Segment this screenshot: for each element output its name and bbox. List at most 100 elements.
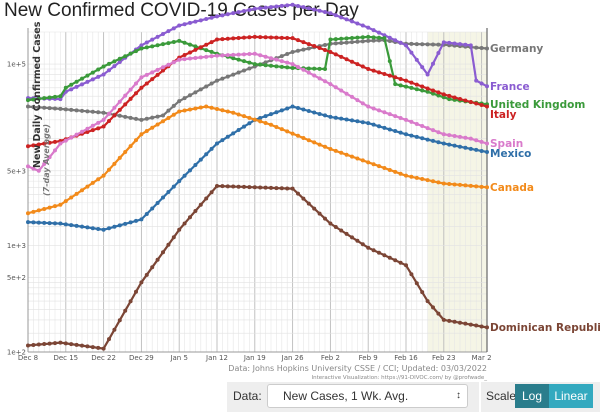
data-point-united-kingdom <box>150 44 155 49</box>
x-tick-label: Feb 16 <box>394 354 418 362</box>
data-point-canada <box>58 202 63 207</box>
data-point-spain <box>414 121 419 126</box>
data-point-germany <box>47 106 52 111</box>
data-point-france <box>398 40 403 45</box>
data-point-france <box>425 72 430 77</box>
data-point-germany <box>355 39 360 44</box>
data-point-united-kingdom <box>344 36 349 41</box>
data-point-united-kingdom <box>26 98 30 103</box>
data-point-mexico <box>177 179 182 184</box>
data-point-mexico <box>382 125 387 130</box>
data-point-italy <box>447 93 452 98</box>
data-point-canada <box>485 185 489 190</box>
data-point-spain <box>468 136 473 141</box>
data-point-canada <box>387 167 392 172</box>
data-point-canada <box>252 117 257 122</box>
data-point-spain <box>301 67 306 72</box>
series-line-dominican-republic <box>27 184 488 350</box>
data-point-germany <box>134 116 138 121</box>
data-point-germany <box>85 109 90 114</box>
data-point-france <box>441 40 446 45</box>
data-point-canada <box>274 124 279 129</box>
data-point-spain <box>263 54 268 59</box>
data-point-spain <box>441 132 446 137</box>
data-point-italy <box>150 77 155 82</box>
log-scale-button[interactable]: Log <box>515 384 549 408</box>
data-point-france <box>161 32 165 37</box>
data-point-mexico <box>247 121 252 126</box>
data-point-spain <box>112 105 117 110</box>
data-point-spain <box>134 81 138 86</box>
data-point-italy <box>463 98 468 103</box>
data-point-mexico <box>355 119 360 124</box>
data-point-italy <box>263 35 268 40</box>
y-tick-label: 1e+2 <box>7 349 26 357</box>
data-point-italy <box>485 104 489 109</box>
data-point-united-kingdom <box>182 40 187 45</box>
data-point-france <box>436 51 441 56</box>
data-point-italy <box>398 76 403 81</box>
data-point-france <box>420 65 425 70</box>
data-point-germany <box>204 84 209 89</box>
x-tick-label: Jan 5 <box>169 354 187 362</box>
recent-data-band <box>427 32 487 352</box>
data-point-italy <box>182 53 187 58</box>
credit-line-2: Interactive Visualization: https://91-DI… <box>311 375 487 381</box>
data-point-canada <box>344 152 349 157</box>
data-point-france <box>144 40 149 45</box>
series-label: United Kingdom <box>490 99 585 111</box>
data-point-germany <box>247 66 252 71</box>
data-point-italy <box>409 80 414 85</box>
data-point-spain <box>350 94 354 99</box>
data-point-germany <box>409 41 414 46</box>
data-point-mexico <box>42 220 47 225</box>
data-point-france <box>236 10 241 15</box>
data-point-france <box>177 23 182 28</box>
data-point-dominican-republic <box>274 186 279 191</box>
data-point-germany <box>209 81 214 86</box>
series-line-italy <box>27 35 488 148</box>
data-point-dominican-republic <box>85 344 90 349</box>
data-point-mexico <box>274 110 279 115</box>
data-point-germany <box>177 99 182 104</box>
data-point-spain <box>53 148 57 153</box>
data-point-spain <box>452 134 457 139</box>
data-point-mexico <box>139 217 144 222</box>
data-point-germany <box>420 42 425 47</box>
data-point-united-kingdom <box>171 39 176 44</box>
series-label: Canada <box>490 182 534 194</box>
data-point-germany <box>333 41 338 46</box>
data-point-canada <box>188 107 192 112</box>
data-point-italy <box>339 54 344 59</box>
data-point-canada <box>409 174 414 179</box>
data-point-united-kingdom <box>290 65 295 70</box>
controls-bar: Data: New Cases, 1 Wk. Avg. ↕ Scale: Log… <box>0 382 600 412</box>
data-point-canada <box>134 138 138 143</box>
data-point-dominican-republic <box>398 260 403 265</box>
data-point-france <box>209 15 214 20</box>
data-point-dominican-republic <box>414 281 419 286</box>
data-point-spain <box>107 111 111 116</box>
y-tick-label: 1e+3 <box>7 242 26 250</box>
data-point-dominican-republic <box>425 299 430 304</box>
data-point-germany <box>155 114 160 119</box>
data-point-mexico <box>231 131 236 136</box>
data-point-germany <box>225 74 230 79</box>
x-tick-label: Jan 26 <box>281 354 304 362</box>
series-label: France <box>490 81 530 93</box>
data-point-united-kingdom <box>42 96 47 101</box>
data-point-dominican-republic <box>474 323 479 328</box>
data-point-dominican-republic <box>377 250 381 255</box>
data-point-united-kingdom <box>107 61 111 66</box>
data-point-france <box>296 3 300 8</box>
data-point-italy <box>198 45 203 50</box>
data-point-italy <box>317 46 322 51</box>
data-point-mexico <box>96 226 101 231</box>
data-point-germany <box>26 104 30 109</box>
data-point-united-kingdom <box>431 91 435 96</box>
data-point-mexico <box>204 152 209 157</box>
data-select[interactable]: New Cases, 1 Wk. Avg. ↕ <box>267 384 468 408</box>
linear-scale-button[interactable]: Linear <box>549 384 593 408</box>
data-point-dominican-republic <box>393 258 398 263</box>
data-point-canada <box>479 184 484 189</box>
